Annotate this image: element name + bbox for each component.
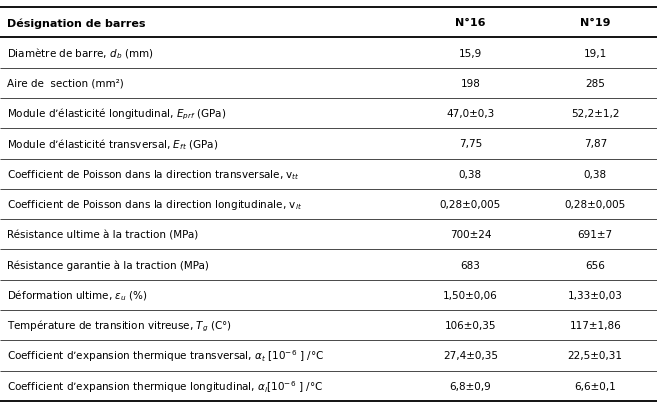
Text: Température de transition vitreuse, $T_g$ (C°): Température de transition vitreuse, $T_g… [7,318,232,333]
Text: 52,2±1,2: 52,2±1,2 [571,109,620,119]
Text: Module d’élasticité transversal, $E_{ft}$ (GPa): Module d’élasticité transversal, $E_{ft}… [7,137,219,151]
Text: 285: 285 [585,79,605,89]
Text: 106±0,35: 106±0,35 [445,320,496,330]
Text: Déformation ultime, $\varepsilon_{u}$ (%): Déformation ultime, $\varepsilon_{u}$ (%… [7,288,148,302]
Text: 1,50±0,06: 1,50±0,06 [443,290,498,300]
Text: Résistance ultime à la traction (MPa): Résistance ultime à la traction (MPa) [7,230,198,240]
Text: 691±7: 691±7 [578,230,613,240]
Text: Coefficient d’expansion thermique longitudinal, $\alpha_l$[10$^{-6}$ ] /°C: Coefficient d’expansion thermique longit… [7,378,323,393]
Text: 15,9: 15,9 [459,49,482,58]
Text: Aire de  section (mm²): Aire de section (mm²) [7,79,124,89]
Text: 683: 683 [461,260,480,270]
Text: 6,6±0,1: 6,6±0,1 [574,381,616,391]
Text: 1,33±0,03: 1,33±0,03 [568,290,623,300]
Text: Coefficient d’expansion thermique transversal, $\alpha_t$ [10$^{-6}$ ] /°C: Coefficient d’expansion thermique transv… [7,348,325,363]
Text: 22,5±0,31: 22,5±0,31 [568,351,623,360]
Text: 198: 198 [461,79,480,89]
Text: Module d’élasticité longitudinal, $E_{prf}$ (GPa): Module d’élasticité longitudinal, $E_{pr… [7,106,227,121]
Text: 0,28±0,005: 0,28±0,005 [564,200,626,209]
Text: Coefficient de Poisson dans la direction longitudinale, v$_{lt}$: Coefficient de Poisson dans la direction… [7,198,302,211]
Text: 19,1: 19,1 [583,49,607,58]
Text: 0,28±0,005: 0,28±0,005 [440,200,501,209]
Text: N°16: N°16 [455,18,486,28]
Text: 47,0±0,3: 47,0±0,3 [446,109,495,119]
Text: N°19: N°19 [580,18,610,28]
Text: 656: 656 [585,260,605,270]
Text: Désignation de barres: Désignation de barres [7,18,146,29]
Text: 700±24: 700±24 [449,230,491,240]
Text: 6,8±0,9: 6,8±0,9 [449,381,491,391]
Text: 7,75: 7,75 [459,139,482,149]
Text: 27,4±0,35: 27,4±0,35 [443,351,498,360]
Text: 0,38: 0,38 [583,169,607,179]
Text: Coefficient de Poisson dans la direction transversale, v$_{tt}$: Coefficient de Poisson dans la direction… [7,167,300,181]
Text: 117±1,86: 117±1,86 [570,320,621,330]
Text: 0,38: 0,38 [459,169,482,179]
Text: Résistance garantie à la traction (MPa): Résistance garantie à la traction (MPa) [7,260,209,270]
Text: 7,87: 7,87 [583,139,607,149]
Text: Diamètre de barre, $d_b$ (mm): Diamètre de barre, $d_b$ (mm) [7,46,154,61]
